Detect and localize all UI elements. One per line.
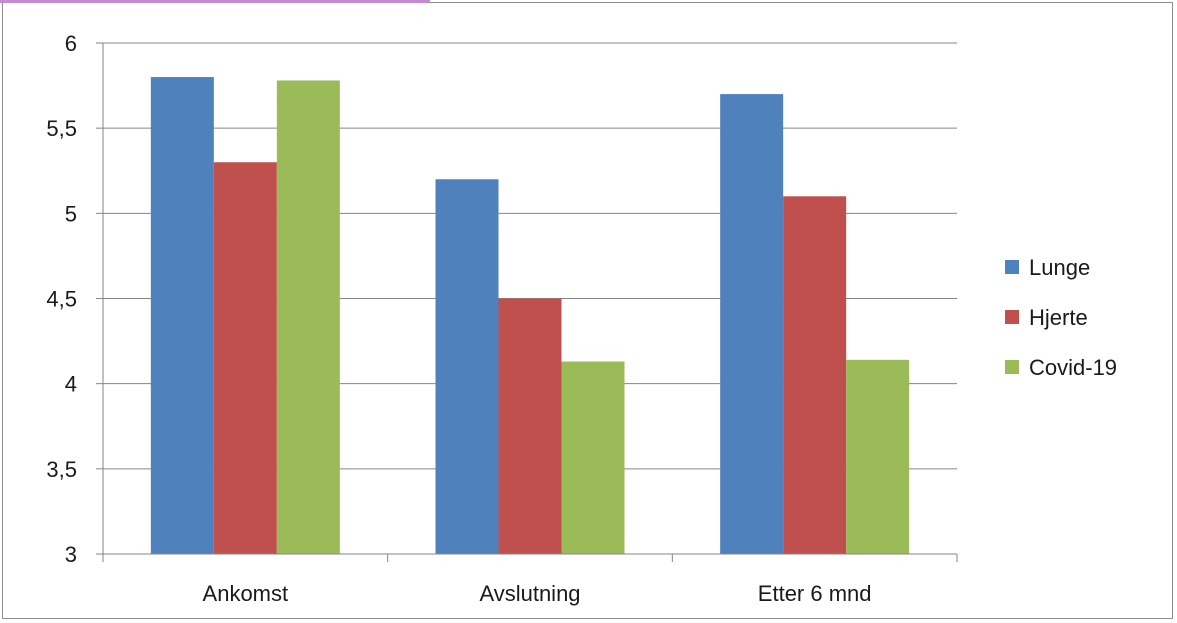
y-tick-label: 5 <box>65 201 77 226</box>
legend-label: Hjerte <box>1029 305 1088 330</box>
bar-hjerte-0 <box>213 162 277 554</box>
y-tick-label: 4 <box>65 372 77 397</box>
top-accent-line <box>0 0 430 3</box>
y-tick-label: 5,5 <box>46 116 77 141</box>
bar-lunge-2 <box>720 94 784 554</box>
y-axis: 3 3,5 4 4,5 5 5,5 6 <box>46 31 104 567</box>
y-tick-label: 3,5 <box>46 457 77 482</box>
legend: Lunge Hjerte Covid-19 <box>1005 255 1117 380</box>
bar-lunge-1 <box>435 179 499 554</box>
legend-swatch <box>1005 360 1019 374</box>
legend-label: Covid-19 <box>1029 355 1117 380</box>
bar-lunge-0 <box>150 77 214 555</box>
bar-hjerte-1 <box>498 298 562 554</box>
legend-swatch <box>1005 310 1019 324</box>
x-category-label: Etter 6 mnd <box>758 581 872 606</box>
y-tick-label: 6 <box>65 31 77 56</box>
y-tick-label: 3 <box>65 542 77 567</box>
bar-covid-19-2 <box>846 359 910 554</box>
legend-label: Lunge <box>1029 255 1090 280</box>
legend-swatch <box>1005 260 1019 274</box>
x-category-label: Ankomst <box>203 581 289 606</box>
bar-covid-19-0 <box>276 80 340 555</box>
x-axis: Ankomst Avslutning Etter 6 mnd <box>102 553 958 606</box>
bars <box>150 77 910 555</box>
x-category-label: Avslutning <box>479 581 580 606</box>
bar-covid-19-1 <box>561 361 625 554</box>
bar-hjerte-2 <box>783 196 847 555</box>
y-tick-label: 4,5 <box>46 287 77 312</box>
